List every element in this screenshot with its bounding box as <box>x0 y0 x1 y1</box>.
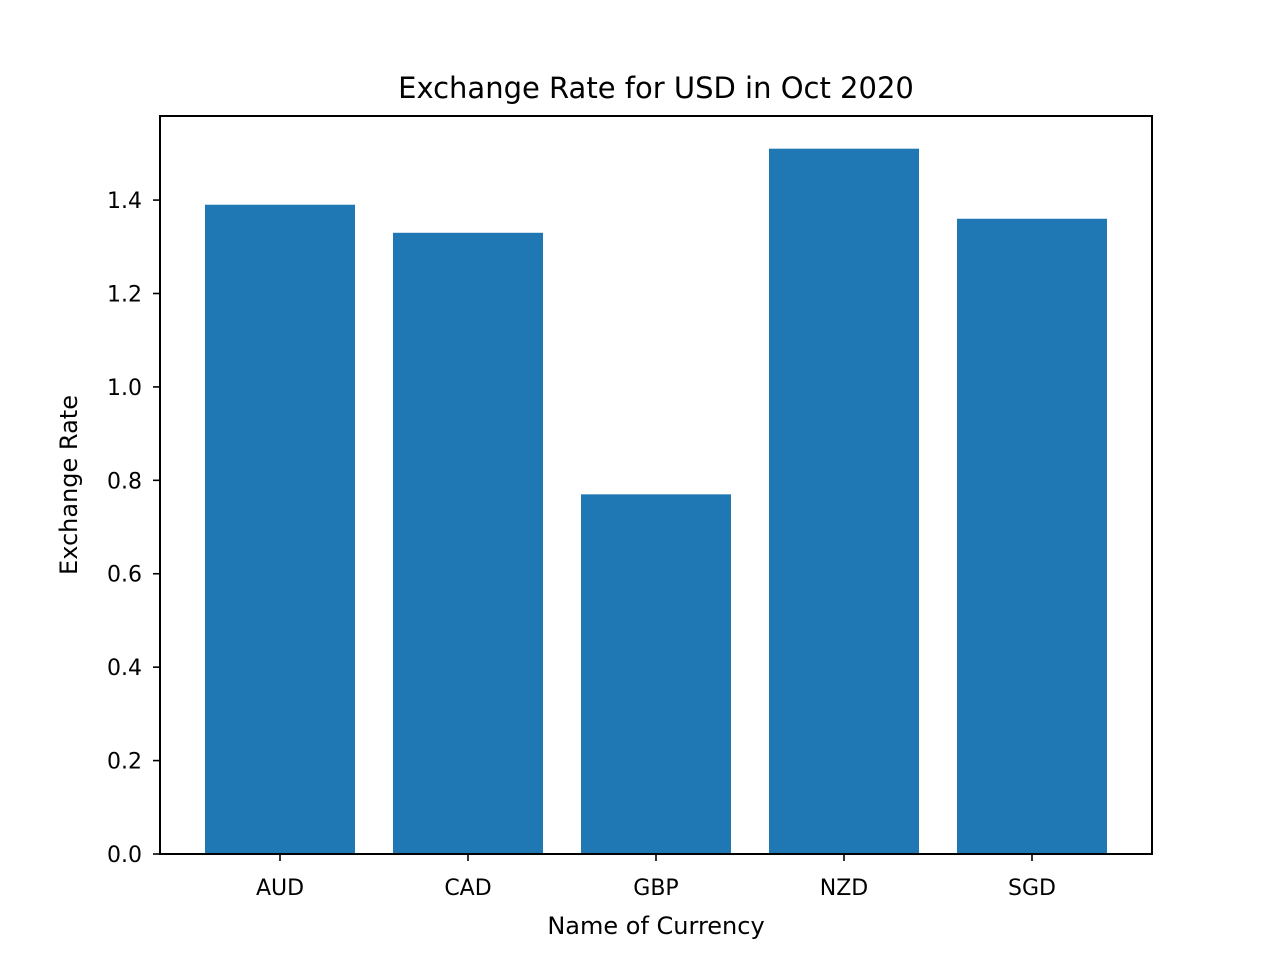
x-tick-label: NZD <box>820 876 868 901</box>
y-tick-label: 1.0 <box>107 376 142 401</box>
bar-sgd <box>957 218 1107 854</box>
bars-group <box>205 148 1107 855</box>
y-axis-label: Exchange Rate <box>55 395 83 575</box>
bar-cad <box>393 232 543 854</box>
y-tick-label: 1.4 <box>107 189 142 214</box>
x-axis: AUD CAD GBP NZD SGD <box>256 854 1056 901</box>
y-tick-label: 0.2 <box>107 750 142 775</box>
chart-title: Exchange Rate for USD in Oct 2020 <box>398 71 914 105</box>
y-tick-label: 0.0 <box>107 843 142 868</box>
x-tick-label: SGD <box>1008 876 1056 901</box>
y-axis: 0.0 0.2 0.4 0.6 0.8 1.0 1.2 1.4 <box>107 189 160 868</box>
y-tick-label: 0.8 <box>107 469 142 494</box>
y-tick-label: 1.2 <box>107 282 142 307</box>
x-tick-label: AUD <box>256 876 304 901</box>
bar-nzd <box>769 148 919 855</box>
x-tick-label: CAD <box>444 876 491 901</box>
x-tick-label: GBP <box>633 876 678 901</box>
y-tick-label: 0.6 <box>107 563 142 588</box>
bar-aud <box>205 204 355 855</box>
x-axis-label: Name of Currency <box>547 912 764 940</box>
bar-gbp <box>581 494 731 854</box>
y-tick-label: 0.4 <box>107 656 142 681</box>
